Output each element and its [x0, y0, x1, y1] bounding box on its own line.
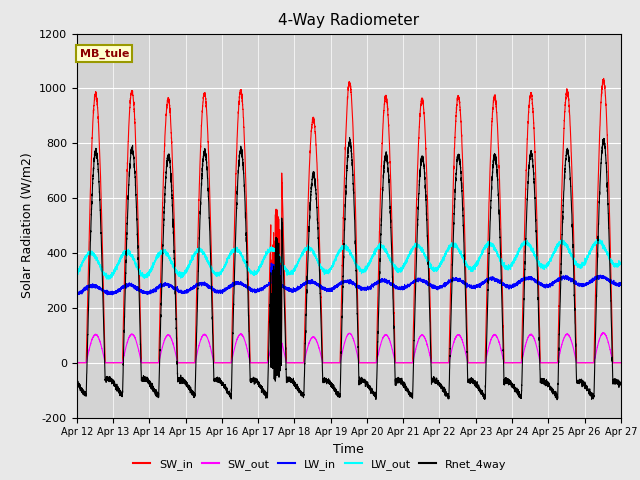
- Y-axis label: Solar Radiation (W/m2): Solar Radiation (W/m2): [20, 153, 33, 299]
- Legend: SW_in, SW_out, LW_in, LW_out, Rnet_4way: SW_in, SW_out, LW_in, LW_out, Rnet_4way: [129, 455, 511, 474]
- Title: 4-Way Radiometer: 4-Way Radiometer: [278, 13, 419, 28]
- X-axis label: Time: Time: [333, 443, 364, 456]
- Text: MB_tule: MB_tule: [79, 48, 129, 59]
